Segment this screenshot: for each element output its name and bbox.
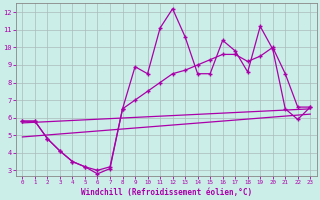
- X-axis label: Windchill (Refroidissement éolien,°C): Windchill (Refroidissement éolien,°C): [81, 188, 252, 197]
